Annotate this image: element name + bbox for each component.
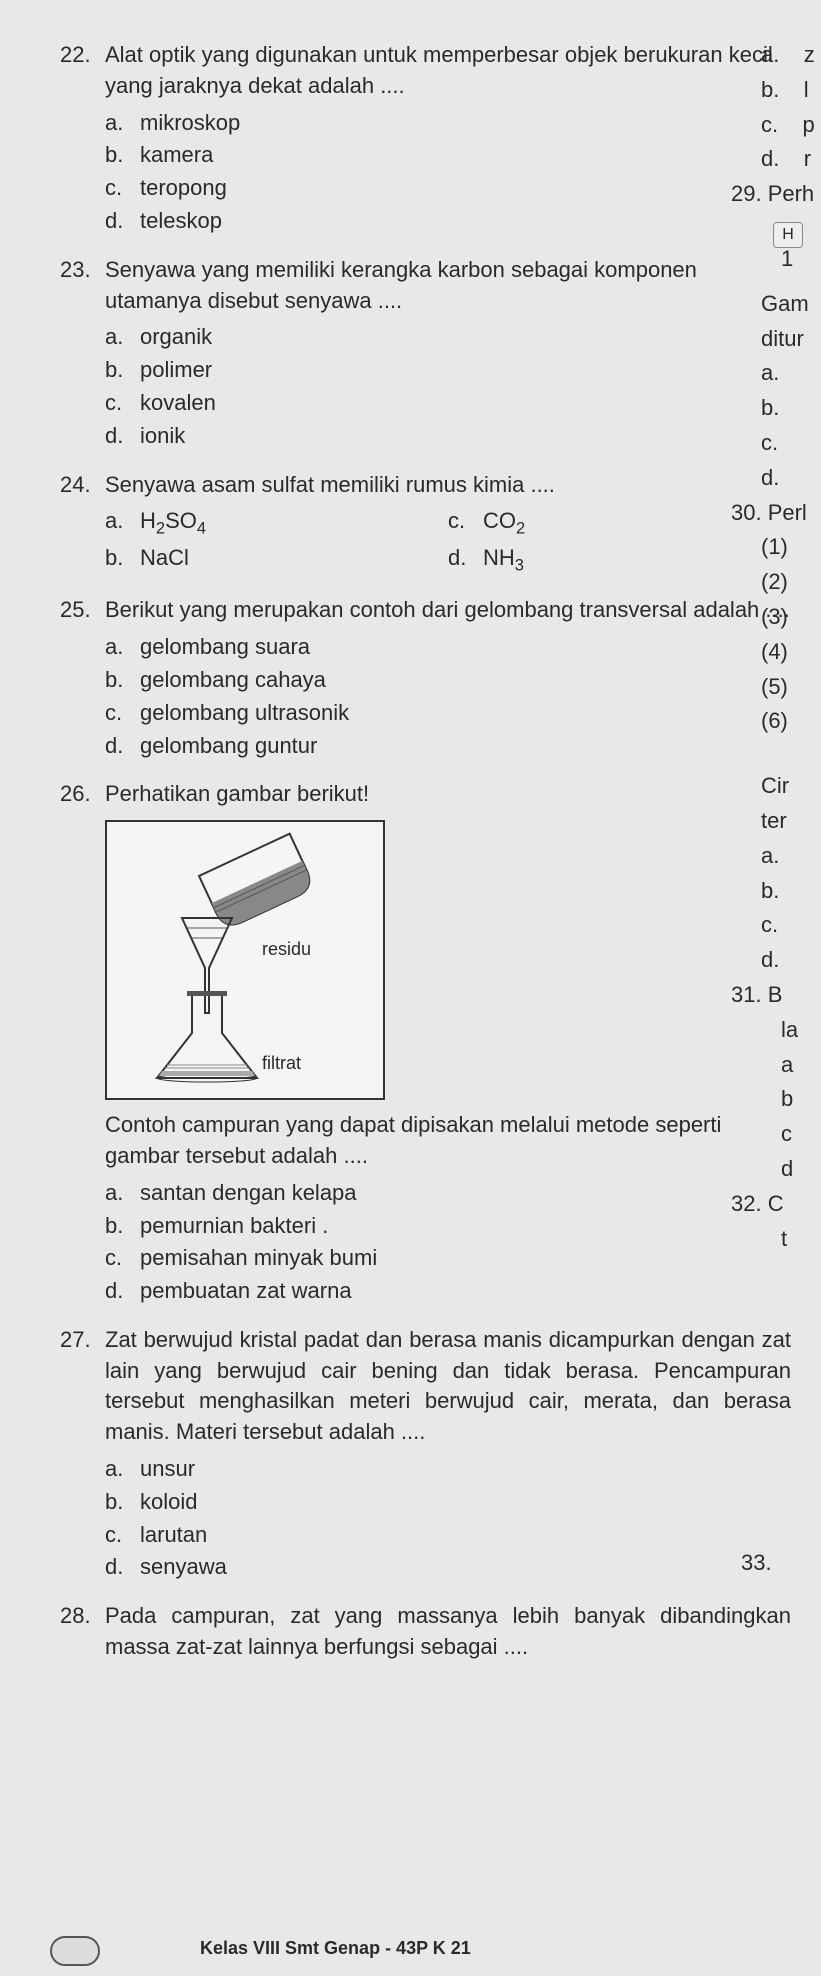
question-text: Alat optik yang digunakan untuk memperbe…	[105, 40, 791, 102]
option-c: c.larutan	[105, 1520, 791, 1551]
option-c: c.pemisahan minyak bumi	[105, 1243, 791, 1274]
option-a: a.mikroskop	[105, 108, 791, 139]
question-number: 23.	[60, 255, 105, 454]
frag: b.	[751, 876, 821, 907]
frag-q32: 32. C	[721, 1189, 821, 1220]
question-26: 26. Perhatikan gambar berikut!	[60, 779, 791, 1309]
question-28: 28. Pada campuran, zat yang massanya leb…	[60, 1601, 791, 1669]
figure-label-residu: residu	[262, 937, 311, 962]
option-c: c.gelombang ultrasonik	[105, 698, 791, 729]
frag: c. p	[751, 110, 821, 141]
frag: la	[751, 1015, 821, 1046]
frag: c	[751, 1119, 821, 1150]
question-24: 24. Senyawa asam sulfat memiliki rumus k…	[60, 470, 791, 580]
options: a.unsur b.koloid c.larutan d.senyawa	[105, 1454, 791, 1583]
question-number: 25.	[60, 595, 105, 763]
frag-q33: 33.	[731, 1548, 821, 1579]
frag: Cir	[751, 771, 821, 802]
question-number: 22.	[60, 40, 105, 239]
options: a.H2SO4 b.NaCl c.CO2 d.NH3	[105, 506, 791, 579]
options: a.santan dengan kelapa b.pemurnian bakte…	[105, 1178, 791, 1307]
option-c: c.teropong	[105, 173, 791, 204]
option-d: d.pembuatan zat warna	[105, 1276, 791, 1307]
frag: ter	[751, 806, 821, 837]
frag-q29: 29. Perh	[721, 179, 821, 210]
question-number: 26.	[60, 779, 105, 1309]
question-25: 25. Berikut yang merupakan contoh dari g…	[60, 595, 791, 763]
option-a: a.H2SO4	[105, 506, 448, 540]
footer-badge	[50, 1936, 100, 1966]
question-list: 22. Alat optik yang digunakan untuk memp…	[60, 40, 791, 1669]
figure-label-filtrat: filtrat	[262, 1051, 301, 1076]
question-22: 22. Alat optik yang digunakan untuk memp…	[60, 40, 791, 239]
frag: d	[751, 1154, 821, 1185]
option-b: b.pemurnian bakteri .	[105, 1211, 791, 1242]
option-c: c.kovalen	[105, 388, 791, 419]
options: a.mikroskop b.kamera c.teropong d.telesk…	[105, 108, 791, 237]
option-b: b.kamera	[105, 140, 791, 171]
question-followup: Contoh campuran yang dapat dipisakan mel…	[105, 1110, 791, 1172]
frag: b. l	[751, 75, 821, 106]
frag: (5)	[751, 672, 821, 703]
question-text: Senyawa yang memiliki kerangka karbon se…	[105, 255, 791, 317]
options: a.organik b.polimer c.kovalen d.ionik	[105, 322, 791, 451]
frag: d.	[751, 945, 821, 976]
frag: Gam	[751, 289, 821, 320]
option-d: d.NH3	[448, 543, 791, 577]
frag: b.	[751, 393, 821, 424]
question-number: 24.	[60, 470, 105, 580]
frag: 1	[751, 244, 821, 275]
frag: c.	[751, 428, 821, 459]
frag: (1)	[751, 532, 821, 563]
question-number: 28.	[60, 1601, 105, 1669]
frag: c.	[751, 910, 821, 941]
h-label-box: H	[773, 222, 803, 248]
frag: (3)	[751, 602, 821, 633]
question-text: Pada campuran, zat yang massanya lebih b…	[105, 1601, 791, 1663]
frag: ditur	[751, 324, 821, 355]
question-23: 23. Senyawa yang memiliki kerangka karbo…	[60, 255, 791, 454]
option-a: a.santan dengan kelapa	[105, 1178, 791, 1209]
filtration-figure: residu filtrat	[105, 820, 385, 1100]
frag: a.	[751, 841, 821, 872]
question-text: Senyawa asam sulfat memiliki rumus kimia…	[105, 470, 791, 501]
right-column-fragments: a. z b. l c. p d. r 29. Perh 1 Gam ditur…	[751, 40, 821, 1583]
flask-funnel-icon	[147, 913, 267, 1083]
frag: d. r	[751, 144, 821, 175]
options: a.gelombang suara b.gelombang cahaya c.g…	[105, 632, 791, 761]
frag-q31: 31. B	[721, 980, 821, 1011]
option-a: a.gelombang suara	[105, 632, 791, 663]
option-a: a.unsur	[105, 1454, 791, 1485]
frag: t	[751, 1224, 821, 1255]
frag: d.	[751, 463, 821, 494]
question-number: 27.	[60, 1325, 105, 1585]
frag: a	[751, 1050, 821, 1081]
frag: (6)	[751, 706, 821, 737]
frag: a.	[751, 358, 821, 389]
frag: (2)	[751, 567, 821, 598]
option-a: a.organik	[105, 322, 791, 353]
frag: a. z	[751, 40, 821, 71]
option-d: d.gelombang guntur	[105, 731, 791, 762]
option-b: b.gelombang cahaya	[105, 665, 791, 696]
frag: b	[751, 1084, 821, 1115]
option-d: d.teleskop	[105, 206, 791, 237]
option-b: b.koloid	[105, 1487, 791, 1518]
option-d: d.senyawa	[105, 1552, 791, 1583]
footer-text: Kelas VIII Smt Genap - 43P K 21	[200, 1936, 471, 1961]
frag-q30: 30. Perl	[721, 498, 821, 529]
question-text: Zat berwujud kristal padat dan berasa ma…	[105, 1325, 791, 1448]
frag: (4)	[751, 637, 821, 668]
question-27: 27. Zat berwujud kristal padat dan beras…	[60, 1325, 791, 1585]
option-b: b.NaCl	[105, 543, 448, 574]
option-b: b.polimer	[105, 355, 791, 386]
question-text: Berikut yang merupakan contoh dari gelom…	[105, 595, 791, 626]
option-d: d.ionik	[105, 421, 791, 452]
question-text: Perhatikan gambar berikut!	[105, 779, 791, 810]
